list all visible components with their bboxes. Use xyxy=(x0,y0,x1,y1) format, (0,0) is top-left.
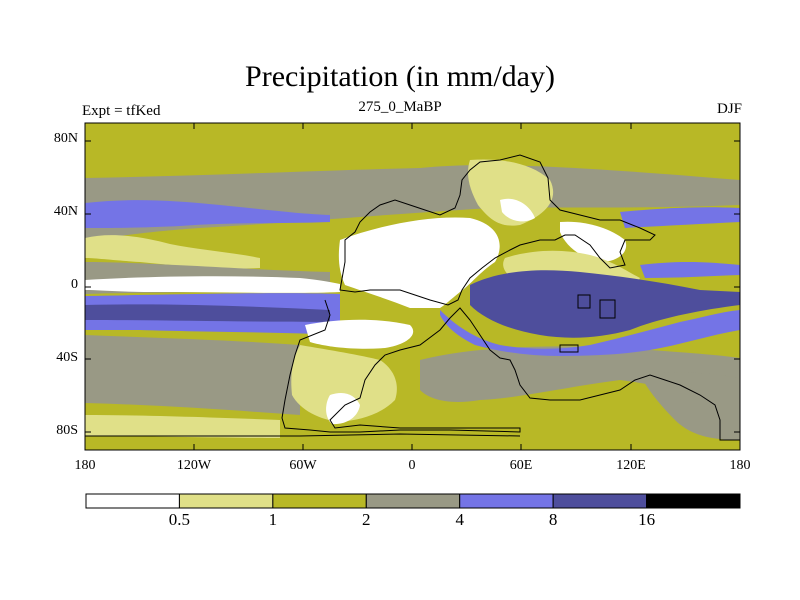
colorbar-label: 16 xyxy=(638,510,656,529)
pangaea-dry xyxy=(338,217,500,308)
coastline-pangaea-north xyxy=(339,154,656,306)
tethys-verywet xyxy=(470,270,740,338)
band-low-north xyxy=(85,235,260,269)
coastline-island-3 xyxy=(559,344,579,353)
tethys-dry xyxy=(560,221,627,262)
colorbar-swatch xyxy=(178,493,274,509)
tethys-wet-north xyxy=(640,261,740,278)
lat-label-40n: 40N xyxy=(53,204,78,219)
colorbar-label: 2 xyxy=(362,510,371,529)
colorbar xyxy=(85,493,741,509)
map-title: Precipitation (in mm/day) xyxy=(245,60,555,93)
lon-label-120w: 120W xyxy=(176,458,212,473)
colorbar-label: 1 xyxy=(268,510,278,529)
band-south-moderate-east xyxy=(420,346,740,402)
lon-label-60e: 60E xyxy=(509,458,533,473)
colorbar-label: 0.5 xyxy=(168,510,191,529)
colorbar-label: 8 xyxy=(548,510,558,529)
lat-label-40s: 40S xyxy=(56,350,78,365)
season-label: DJF xyxy=(716,101,742,117)
time-label: 275_0_MaBP xyxy=(358,99,442,115)
lon-label-0: 0 xyxy=(408,458,416,473)
map-field xyxy=(85,123,740,450)
band-north-wet xyxy=(85,200,330,228)
colorbar-swatch xyxy=(552,493,648,509)
pangaea-low-north xyxy=(467,159,554,226)
lon-label-120e: 120E xyxy=(616,458,646,473)
coastlines xyxy=(85,154,740,441)
south-polar-low xyxy=(85,415,280,438)
colorbar-swatch xyxy=(85,493,180,509)
pangaea-dry-north xyxy=(500,198,535,222)
band-north-wet-east xyxy=(620,207,740,228)
lat-label-0: 0 xyxy=(71,277,78,292)
lon-label-180e: 180 xyxy=(729,458,751,473)
colorbar-label: 4 xyxy=(455,510,464,529)
gondwana-dry xyxy=(305,319,414,349)
colorbar-swatch xyxy=(365,493,461,509)
tethys-wet xyxy=(440,310,740,356)
lon-label-180w: 180 xyxy=(74,458,96,473)
coastline-island-2 xyxy=(599,299,616,319)
band-south-moderate xyxy=(85,335,300,415)
south-polar-moderate xyxy=(640,372,740,440)
experiment-label: Expt = tfKed xyxy=(82,103,161,119)
band-equatorial-dry xyxy=(85,276,340,293)
gondwana-low xyxy=(291,345,397,422)
axis-ticks xyxy=(85,123,740,450)
gondwana-dry-south xyxy=(326,393,360,425)
band-south-verywet xyxy=(85,304,330,322)
lat-label-80s: 80S xyxy=(56,423,78,438)
colorbar-swatch xyxy=(646,493,741,509)
lon-label-60w: 60W xyxy=(289,458,317,473)
coastline-gondwana xyxy=(281,299,740,441)
coastline-island-1 xyxy=(577,294,591,309)
colorbar-swatch xyxy=(272,493,367,509)
coastline-polar xyxy=(85,433,521,437)
colorbar-swatch xyxy=(459,493,554,509)
lat-label-80n: 80N xyxy=(53,131,78,146)
